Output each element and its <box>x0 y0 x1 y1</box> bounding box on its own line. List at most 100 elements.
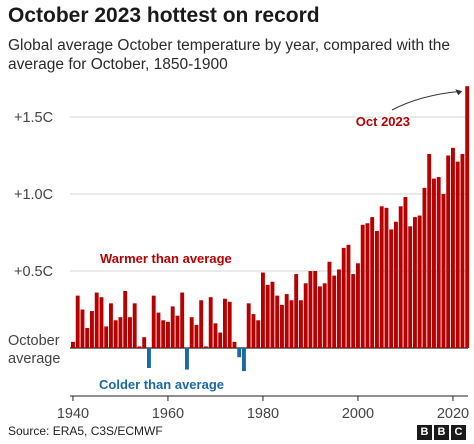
logo-letter: C <box>451 425 466 440</box>
bar <box>294 274 299 348</box>
bar <box>413 217 417 348</box>
bar <box>436 177 441 348</box>
bar <box>299 300 303 348</box>
bar <box>394 221 398 348</box>
bar <box>270 281 275 348</box>
warmer-annotation: Warmer than average <box>100 251 232 266</box>
y-tick-label: October <box>8 333 60 349</box>
bar <box>213 323 218 348</box>
y-tick-label: +0.5C <box>14 264 53 280</box>
bar <box>223 298 227 348</box>
bar <box>137 346 142 348</box>
bar <box>289 300 294 348</box>
bar <box>189 317 194 348</box>
bar <box>227 301 232 348</box>
bar <box>99 297 104 348</box>
bar <box>123 291 128 348</box>
bar <box>275 295 280 348</box>
bar <box>75 295 80 348</box>
bar <box>318 286 322 348</box>
bar <box>175 315 180 348</box>
bar <box>455 161 460 348</box>
bar <box>280 304 284 348</box>
bar <box>403 197 408 348</box>
y-tick-label: +1.0C <box>14 187 53 203</box>
y-tick-label: +1.5C <box>14 110 53 126</box>
bar-layer <box>71 86 470 372</box>
bbc-logo: B B C <box>417 425 466 440</box>
colder-annotation: Colder than average <box>99 377 224 392</box>
bar <box>370 217 375 348</box>
bar <box>94 292 99 348</box>
temperature-bar-chart: +1.5C +1.0C +0.5C October average 1940 1960 198… <box>8 86 470 422</box>
bar <box>170 306 175 348</box>
bar <box>128 317 132 348</box>
bar <box>446 155 451 348</box>
x-tick-label: 1980 <box>247 406 279 422</box>
bar <box>242 348 246 372</box>
bar <box>147 348 151 369</box>
bar <box>208 297 213 348</box>
bar <box>313 271 318 348</box>
bar <box>427 153 432 348</box>
chart-title: October 2023 hottest on record <box>8 4 320 27</box>
bar <box>118 317 123 348</box>
bar <box>398 206 403 348</box>
bar <box>237 348 242 358</box>
bar <box>422 187 427 348</box>
bar <box>71 341 75 348</box>
bar <box>142 337 147 348</box>
bar <box>465 86 470 348</box>
bar <box>256 320 261 348</box>
bar <box>341 247 346 348</box>
source-note: Source: ERA5, C3S/ECMWF <box>8 424 163 438</box>
bar <box>80 309 85 348</box>
bar <box>194 324 199 348</box>
bar <box>199 300 204 348</box>
bar <box>389 229 394 348</box>
bar <box>166 321 170 348</box>
bar <box>375 230 379 348</box>
bar <box>113 320 118 348</box>
bar <box>441 194 446 348</box>
bar <box>218 332 223 348</box>
y-tick-label: average <box>8 351 60 367</box>
x-tick-label: 1940 <box>57 406 89 422</box>
bar <box>417 215 422 348</box>
record-arrowhead <box>455 89 463 96</box>
bar <box>265 284 270 348</box>
bar <box>356 263 360 348</box>
bar <box>379 206 384 348</box>
bar <box>246 303 251 348</box>
chart-subtitle: Global average October temperature by ye… <box>8 37 450 73</box>
bar <box>156 312 161 348</box>
bar <box>322 283 327 348</box>
x-tick-label: 1960 <box>152 406 184 422</box>
record-annotation: Oct 2023 <box>356 114 410 129</box>
record-arrow <box>391 90 462 111</box>
logo-letter: B <box>417 425 432 440</box>
bar <box>85 327 90 348</box>
bar <box>432 178 436 348</box>
bar <box>365 223 370 348</box>
bar <box>204 346 208 348</box>
bar <box>451 147 455 348</box>
bar <box>284 294 289 348</box>
bar <box>351 274 356 348</box>
bar <box>460 153 465 348</box>
bar <box>303 283 308 348</box>
label-layer: +1.5C +1.0C +0.5C October average 1940 1960 198… <box>8 89 469 422</box>
bar <box>337 269 341 348</box>
x-tick-label: 2020 <box>437 406 469 422</box>
bar <box>384 207 389 348</box>
bar <box>360 224 365 348</box>
bar <box>251 314 256 348</box>
bar <box>332 275 337 348</box>
logo-letter: B <box>434 425 449 440</box>
bar <box>151 295 156 348</box>
bar <box>261 272 265 348</box>
bar <box>232 341 237 348</box>
bar <box>346 244 351 348</box>
bar <box>308 271 313 348</box>
bar <box>185 348 189 370</box>
